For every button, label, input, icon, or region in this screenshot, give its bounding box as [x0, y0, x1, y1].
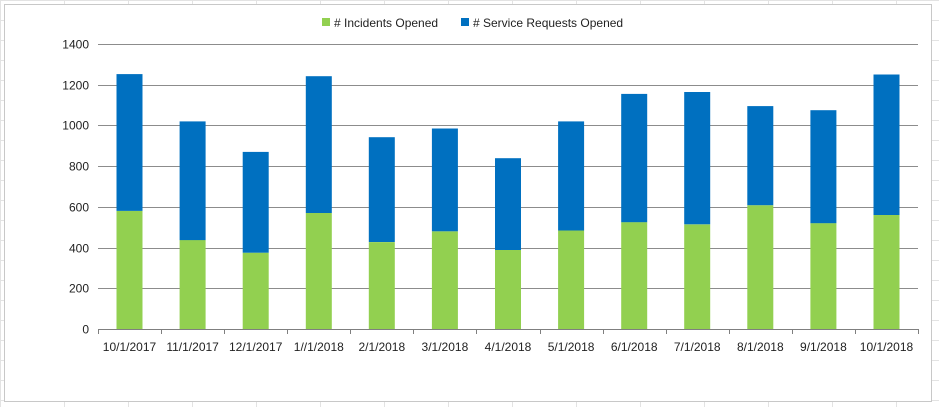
- bar-service-requests-7: [558, 121, 585, 231]
- bar-service-requests-10: [747, 106, 774, 206]
- legend-label-service-requests: # Service Requests Opened: [473, 16, 623, 30]
- x-tick-label: 2/1/2018: [358, 340, 405, 354]
- x-tick-label: 10/1/2017: [103, 340, 157, 354]
- bar-incidents-0: [116, 210, 143, 329]
- x-tick-label: 5/1/2018: [548, 340, 595, 354]
- bar-incidents-5: [431, 231, 458, 329]
- y-tick-label: 0: [82, 323, 89, 337]
- bar-incidents-2: [242, 252, 269, 329]
- y-tick-label: 1400: [62, 38, 89, 52]
- bar-service-requests-12: [873, 74, 900, 215]
- y-axis: 0 200 400 600 800 1000 1200 1400: [62, 38, 89, 337]
- x-tick-label: 6/1/2018: [611, 340, 658, 354]
- y-tick-label: 200: [69, 282, 89, 296]
- y-tick-label: 600: [69, 201, 89, 215]
- x-tick-label: 10/1/2018: [860, 340, 914, 354]
- legend-swatch-service-requests: [461, 18, 469, 26]
- bar-incidents-10: [747, 205, 774, 329]
- legend-swatch-incidents: [322, 18, 330, 26]
- bar-service-requests-5: [431, 128, 458, 232]
- bar-service-requests-8: [621, 93, 648, 223]
- bar-incidents-6: [495, 250, 521, 329]
- x-axis: 10/1/2017 11/1/2017 12/1/2017 1//1/2018 2/1/…: [98, 329, 919, 354]
- x-tick-label: 11/1/2017: [166, 340, 219, 354]
- bar-service-requests-0: [116, 74, 143, 211]
- y-tick-label: 800: [69, 160, 89, 174]
- x-tick-label: 3/1/2018: [422, 340, 469, 354]
- bar-incidents-8: [621, 222, 648, 329]
- x-tick-label: 1//1/2018: [294, 340, 344, 354]
- x-tick-label: 9/1/2018: [800, 340, 847, 354]
- y-tick-label: 1000: [62, 119, 89, 133]
- bar-service-requests-3: [305, 76, 332, 213]
- bar-service-requests-11: [810, 110, 837, 224]
- bar-series: [116, 74, 900, 329]
- y-tick-label: 1200: [62, 79, 89, 93]
- bar-service-requests-9: [684, 92, 711, 225]
- x-tick-label: 8/1/2018: [737, 340, 784, 354]
- bar-incidents-12: [873, 215, 900, 329]
- x-tick-label: 7/1/2018: [674, 340, 721, 354]
- x-tick-label: 4/1/2018: [485, 340, 532, 354]
- bar-service-requests-6: [495, 158, 521, 250]
- bar-service-requests-2: [242, 151, 269, 253]
- bar-incidents-1: [179, 240, 206, 329]
- bar-incidents-7: [558, 230, 585, 329]
- chart-legend: # Incidents Opened # Service Requests Op…: [322, 16, 623, 30]
- bar-incidents-3: [305, 213, 332, 329]
- legend-label-incidents: # Incidents Opened: [334, 16, 438, 30]
- x-tick-label: 12/1/2017: [229, 340, 283, 354]
- chart-area[interactable]: [4, 4, 932, 402]
- bar-incidents-9: [684, 224, 711, 329]
- bar-service-requests-4: [368, 137, 395, 242]
- y-tick-label: 400: [69, 242, 89, 256]
- bar-incidents-11: [810, 223, 837, 329]
- bar-incidents-4: [368, 242, 395, 329]
- bar-service-requests-1: [179, 121, 206, 241]
